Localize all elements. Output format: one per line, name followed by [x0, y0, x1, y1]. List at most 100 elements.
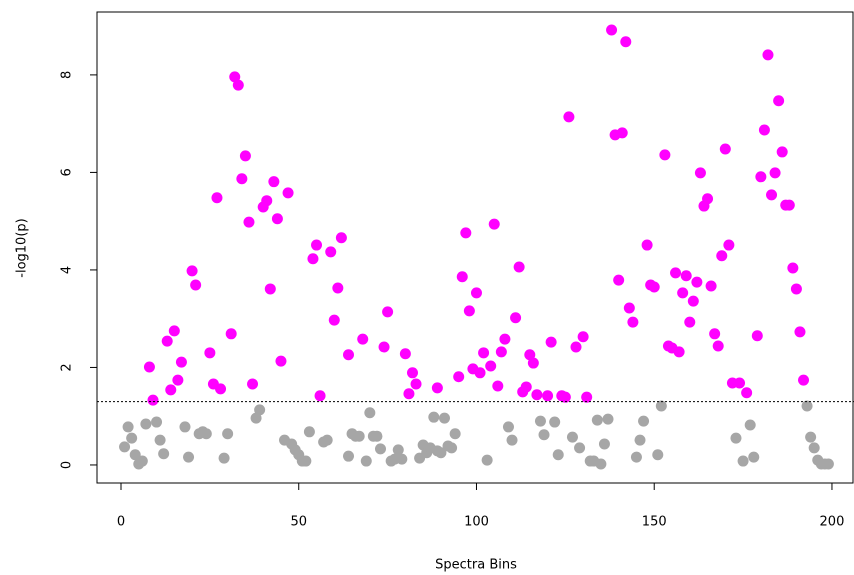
- point: [620, 36, 632, 48]
- point: [712, 340, 724, 352]
- point: [321, 434, 333, 446]
- point: [783, 199, 795, 211]
- point: [677, 287, 689, 299]
- point: [709, 328, 721, 340]
- point: [773, 95, 785, 107]
- point: [446, 442, 458, 454]
- point: [364, 407, 376, 419]
- point: [641, 239, 653, 251]
- point: [506, 434, 518, 446]
- point: [140, 418, 152, 430]
- point: [225, 328, 237, 340]
- point: [705, 280, 717, 292]
- point: [282, 187, 294, 199]
- point: [495, 346, 507, 358]
- y-tick-label: 6: [60, 168, 75, 176]
- point: [343, 349, 355, 361]
- point: [492, 380, 504, 392]
- point: [524, 349, 536, 361]
- point: [758, 124, 770, 136]
- point: [741, 387, 753, 399]
- point: [630, 451, 642, 463]
- point: [222, 428, 234, 440]
- point: [670, 267, 682, 279]
- point: [794, 326, 806, 338]
- point: [410, 378, 422, 390]
- point: [314, 390, 326, 402]
- point: [549, 416, 561, 428]
- point: [229, 71, 241, 83]
- point: [577, 331, 589, 343]
- point: [481, 454, 493, 466]
- point: [716, 250, 728, 262]
- point: [190, 279, 202, 291]
- point: [122, 421, 134, 433]
- y-tick-label: 8: [60, 71, 75, 79]
- point: [559, 391, 571, 403]
- point: [602, 413, 614, 425]
- point: [694, 167, 706, 179]
- point: [648, 281, 660, 293]
- point: [723, 239, 735, 251]
- point: [680, 270, 692, 282]
- point: [243, 216, 255, 228]
- point: [453, 371, 465, 383]
- point: [766, 189, 778, 201]
- point: [655, 400, 667, 412]
- y-tick-label: 0: [60, 461, 75, 469]
- point: [574, 442, 586, 454]
- point: [147, 394, 159, 406]
- point: [211, 192, 223, 204]
- point: [264, 283, 276, 295]
- point: [808, 442, 820, 454]
- point: [438, 412, 450, 424]
- x-tick-label: 0: [117, 515, 125, 530]
- point: [502, 421, 514, 433]
- point: [634, 434, 646, 446]
- point: [204, 347, 216, 359]
- point: [687, 295, 699, 307]
- point: [250, 412, 262, 424]
- point: [488, 218, 500, 230]
- point: [165, 384, 177, 396]
- point: [591, 414, 603, 426]
- point: [158, 448, 170, 460]
- point: [143, 361, 155, 373]
- point: [172, 374, 184, 386]
- point: [126, 432, 138, 444]
- point: [300, 455, 312, 467]
- point: [392, 444, 404, 456]
- point: [200, 428, 212, 440]
- point: [485, 360, 497, 372]
- point: [616, 127, 628, 139]
- point: [538, 429, 550, 441]
- point: [435, 447, 447, 459]
- point: [744, 419, 756, 431]
- point: [563, 111, 575, 123]
- point: [275, 355, 287, 367]
- point: [751, 330, 763, 342]
- point: [566, 431, 578, 443]
- point: [463, 305, 475, 317]
- point: [527, 357, 539, 369]
- point: [652, 449, 664, 461]
- point: [531, 389, 543, 401]
- point: [307, 253, 319, 265]
- point: [325, 246, 337, 258]
- point: [371, 430, 383, 442]
- point: [254, 404, 266, 416]
- point: [460, 227, 472, 239]
- point: [374, 443, 386, 455]
- point: [673, 346, 685, 358]
- point: [261, 195, 273, 207]
- point: [499, 333, 511, 345]
- point: [271, 213, 283, 225]
- point: [396, 453, 408, 465]
- point: [691, 276, 703, 288]
- x-tick-label: 200: [820, 515, 845, 530]
- point: [787, 262, 799, 274]
- x-tick-label: 150: [642, 515, 667, 530]
- point: [406, 367, 418, 379]
- point: [403, 388, 415, 400]
- point: [730, 432, 742, 444]
